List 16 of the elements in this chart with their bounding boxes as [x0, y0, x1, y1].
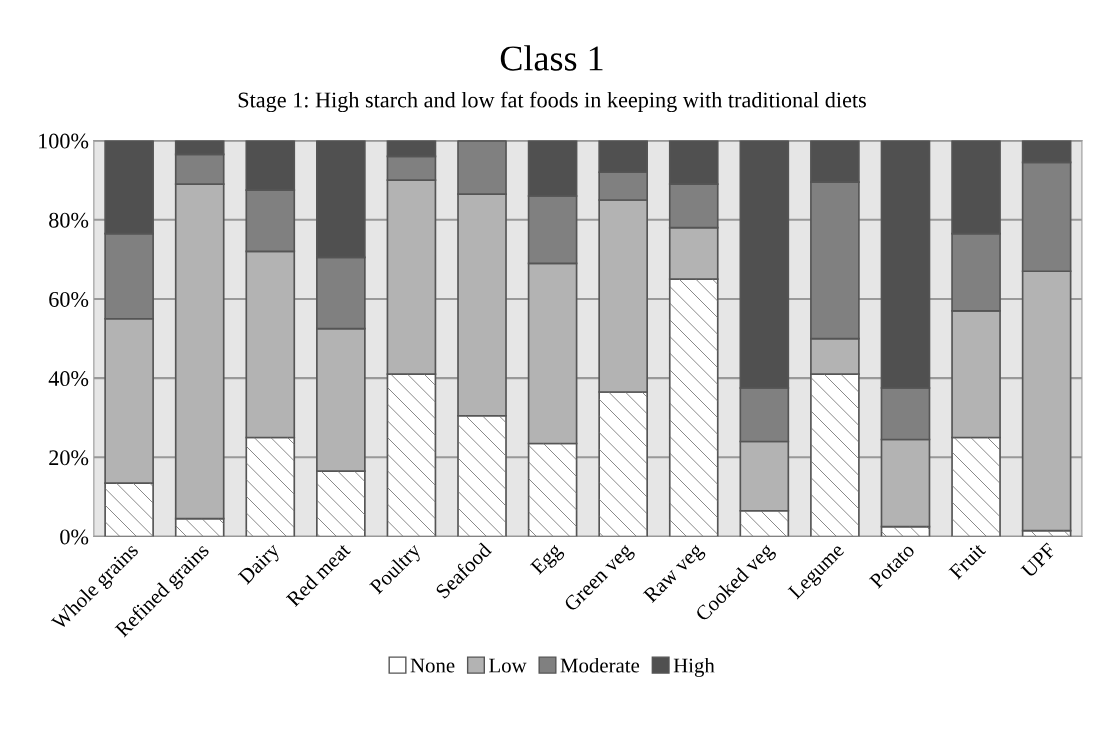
- y-tick-label: 60%: [49, 291, 89, 307]
- x-tick-label: UPF: [1020, 542, 1057, 579]
- y-tick-label: 80%: [49, 212, 89, 228]
- legend-label: High: [673, 657, 715, 677]
- y-tick-label: 40%: [48, 371, 89, 387]
- y-tick-label: 100%: [39, 133, 89, 149]
- legend-label: None: [410, 658, 455, 673]
- chart-title: Class 1: [500, 45, 603, 71]
- x-tick-label: Egg: [529, 542, 566, 579]
- x-tick-label: Fruit: [948, 541, 987, 580]
- y-tick-label: 0%: [60, 529, 89, 545]
- legend-label: Low: [489, 658, 527, 673]
- x-tick-label: Red meat: [285, 541, 352, 608]
- chart-subtitle: Stage 1: High starch and low fat foods in keeping with traditional diets: [238, 91, 866, 113]
- legend-label: Moderate: [560, 657, 640, 673]
- y-tick-label: 20%: [49, 450, 89, 466]
